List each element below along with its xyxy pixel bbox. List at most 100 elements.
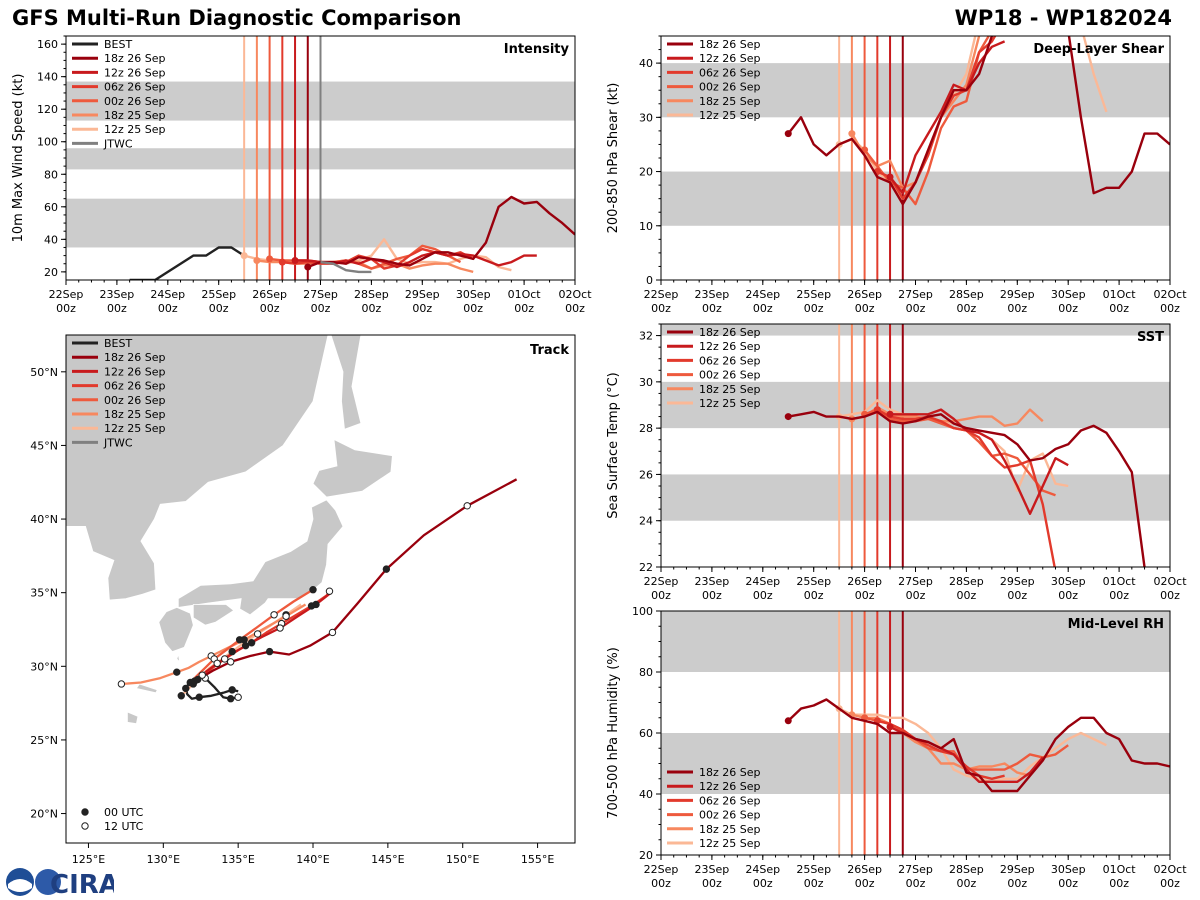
panel-title: Mid-Level RH <box>1068 617 1164 632</box>
x-tick-label: 00z <box>651 589 671 602</box>
legend-label: 18z 25 Sep <box>699 95 761 108</box>
position-00utc-marker <box>265 647 274 656</box>
rh-panel: 2040608010022Sep00z23Sep00z24Sep00z25Sep… <box>606 605 1187 890</box>
land-polygon <box>177 499 344 616</box>
legend-label: 00z 26 Sep <box>104 95 166 108</box>
x-tick-label: 25Sep <box>796 288 831 301</box>
x-tick-label: 00z <box>702 589 722 602</box>
legend-label: 06z 26 Sep <box>699 354 761 367</box>
series-line-18z-26-sep <box>307 195 575 269</box>
x-tick-label: 01Oct <box>1103 863 1137 876</box>
x-tick-label: 00z <box>957 589 977 602</box>
position-12utc-marker <box>253 630 262 638</box>
climatology-band <box>661 63 1170 118</box>
x-tick-label: 27Sep <box>898 863 933 876</box>
shear-panel: 01020304022Sep00z23Sep00z24Sep00z25Sep00… <box>606 35 1187 315</box>
legend-label: BEST <box>104 38 132 51</box>
x-tick-label: 01Oct <box>1103 575 1137 588</box>
init-marker <box>848 130 856 138</box>
x-tick-label: 150°E <box>446 853 479 866</box>
y-axis-label: 10m Max Wind Speed (kt) <box>11 74 26 243</box>
legend-label: 18z 25 Sep <box>104 408 166 421</box>
y-tick-label: 20°N <box>30 808 58 821</box>
x-tick-label: 00z <box>906 302 926 315</box>
x-tick-label: 27Sep <box>898 575 933 588</box>
position-00utc-marker <box>194 675 202 684</box>
land-polygon <box>176 652 181 664</box>
y-tick-label: 0 <box>646 274 653 287</box>
marker-legend-icon <box>81 808 89 816</box>
x-tick-label: 00z <box>362 302 382 315</box>
x-tick-label: 00z <box>1058 302 1078 315</box>
position-12utc-marker <box>328 628 337 637</box>
legend-label: JTWC <box>103 436 133 449</box>
legend-label: 12z 26 Sep <box>104 365 166 378</box>
y-tick-label: 60 <box>639 727 653 740</box>
land-polygon <box>192 604 235 626</box>
x-tick-label: 00z <box>753 877 773 890</box>
x-tick-label: 28Sep <box>949 288 984 301</box>
position-12utc-marker <box>276 624 284 632</box>
x-tick-label: 24Sep <box>745 288 780 301</box>
x-tick-label: 27Sep <box>898 288 933 301</box>
position-00utc-marker <box>226 694 235 703</box>
x-tick-label: 02Oct <box>558 288 592 301</box>
x-tick-label: 23Sep <box>695 575 730 588</box>
init-marker <box>784 717 792 725</box>
x-tick-label: 00z <box>1007 302 1027 315</box>
x-tick-label: 02Oct <box>1153 575 1187 588</box>
x-tick-label: 24Sep <box>745 575 780 588</box>
x-tick-label: 00z <box>514 302 534 315</box>
track-line-00z-26-sep <box>189 588 314 684</box>
x-tick-label: 00z <box>565 302 585 315</box>
x-tick-label: 00z <box>804 302 824 315</box>
x-tick-label: 26Sep <box>252 288 287 301</box>
legend-label: 12z 25 Sep <box>699 837 761 850</box>
climatology-band <box>661 611 1170 672</box>
y-axis-label: Sea Surface Temp (°C) <box>606 372 621 519</box>
y-tick-label: 22 <box>639 561 653 574</box>
position-00utc-marker <box>195 693 203 701</box>
position-00utc-marker <box>228 686 236 694</box>
y-tick-label: 20 <box>639 849 653 862</box>
position-00utc-marker <box>309 586 317 594</box>
position-12utc-marker <box>270 611 278 619</box>
x-tick-label: 00z <box>311 302 331 315</box>
x-tick-label: 00z <box>1109 589 1129 602</box>
series-line-06z-26-sep <box>877 719 1005 780</box>
y-tick-label: 20 <box>639 166 653 179</box>
legend-label: BEST <box>104 337 132 350</box>
land-polygon <box>66 335 329 601</box>
y-axis-label: 200-850 hPa Shear (kt) <box>606 83 621 234</box>
track-line-18z-26-sep <box>197 478 518 681</box>
position-12utc-marker <box>325 587 334 595</box>
intensity-series-group <box>129 195 575 280</box>
x-tick-label: 23Sep <box>695 863 730 876</box>
y-tick-label: 40 <box>44 233 58 246</box>
series-line-18z-26-sep <box>787 698 1170 793</box>
sst-series-group <box>784 399 1146 567</box>
y-tick-label: 30°N <box>30 660 58 673</box>
x-tick-label: 00z <box>1109 302 1129 315</box>
x-tick-label: 00z <box>412 302 432 315</box>
position-12utc-marker <box>226 658 235 666</box>
intensity-panel: 2040608010012014016022Sep00z23Sep00z24Se… <box>11 35 592 315</box>
position-00utc-marker <box>312 600 320 609</box>
track-line-18z-25-sep <box>121 603 307 686</box>
climatology-band <box>661 474 1170 521</box>
legend-label: 00z 26 Sep <box>699 369 761 382</box>
init-marker <box>886 410 894 418</box>
legend-label: 18z 25 Sep <box>699 383 761 396</box>
x-tick-label: 00z <box>1058 589 1078 602</box>
position-12utc-marker <box>282 612 290 620</box>
y-tick-label: 60 <box>44 201 58 214</box>
legend-label: 12z 26 Sep <box>699 340 761 353</box>
x-tick-label: 00z <box>702 302 722 315</box>
init-marker <box>253 256 261 264</box>
x-tick-label: 135°E <box>221 853 254 866</box>
x-tick-label: 00z <box>804 589 824 602</box>
storm-id-title: WP18 - WP182024 <box>954 6 1172 30</box>
x-tick-label: 00z <box>855 877 875 890</box>
position-12utc-marker <box>213 659 221 668</box>
x-tick-label: 00z <box>804 877 824 890</box>
